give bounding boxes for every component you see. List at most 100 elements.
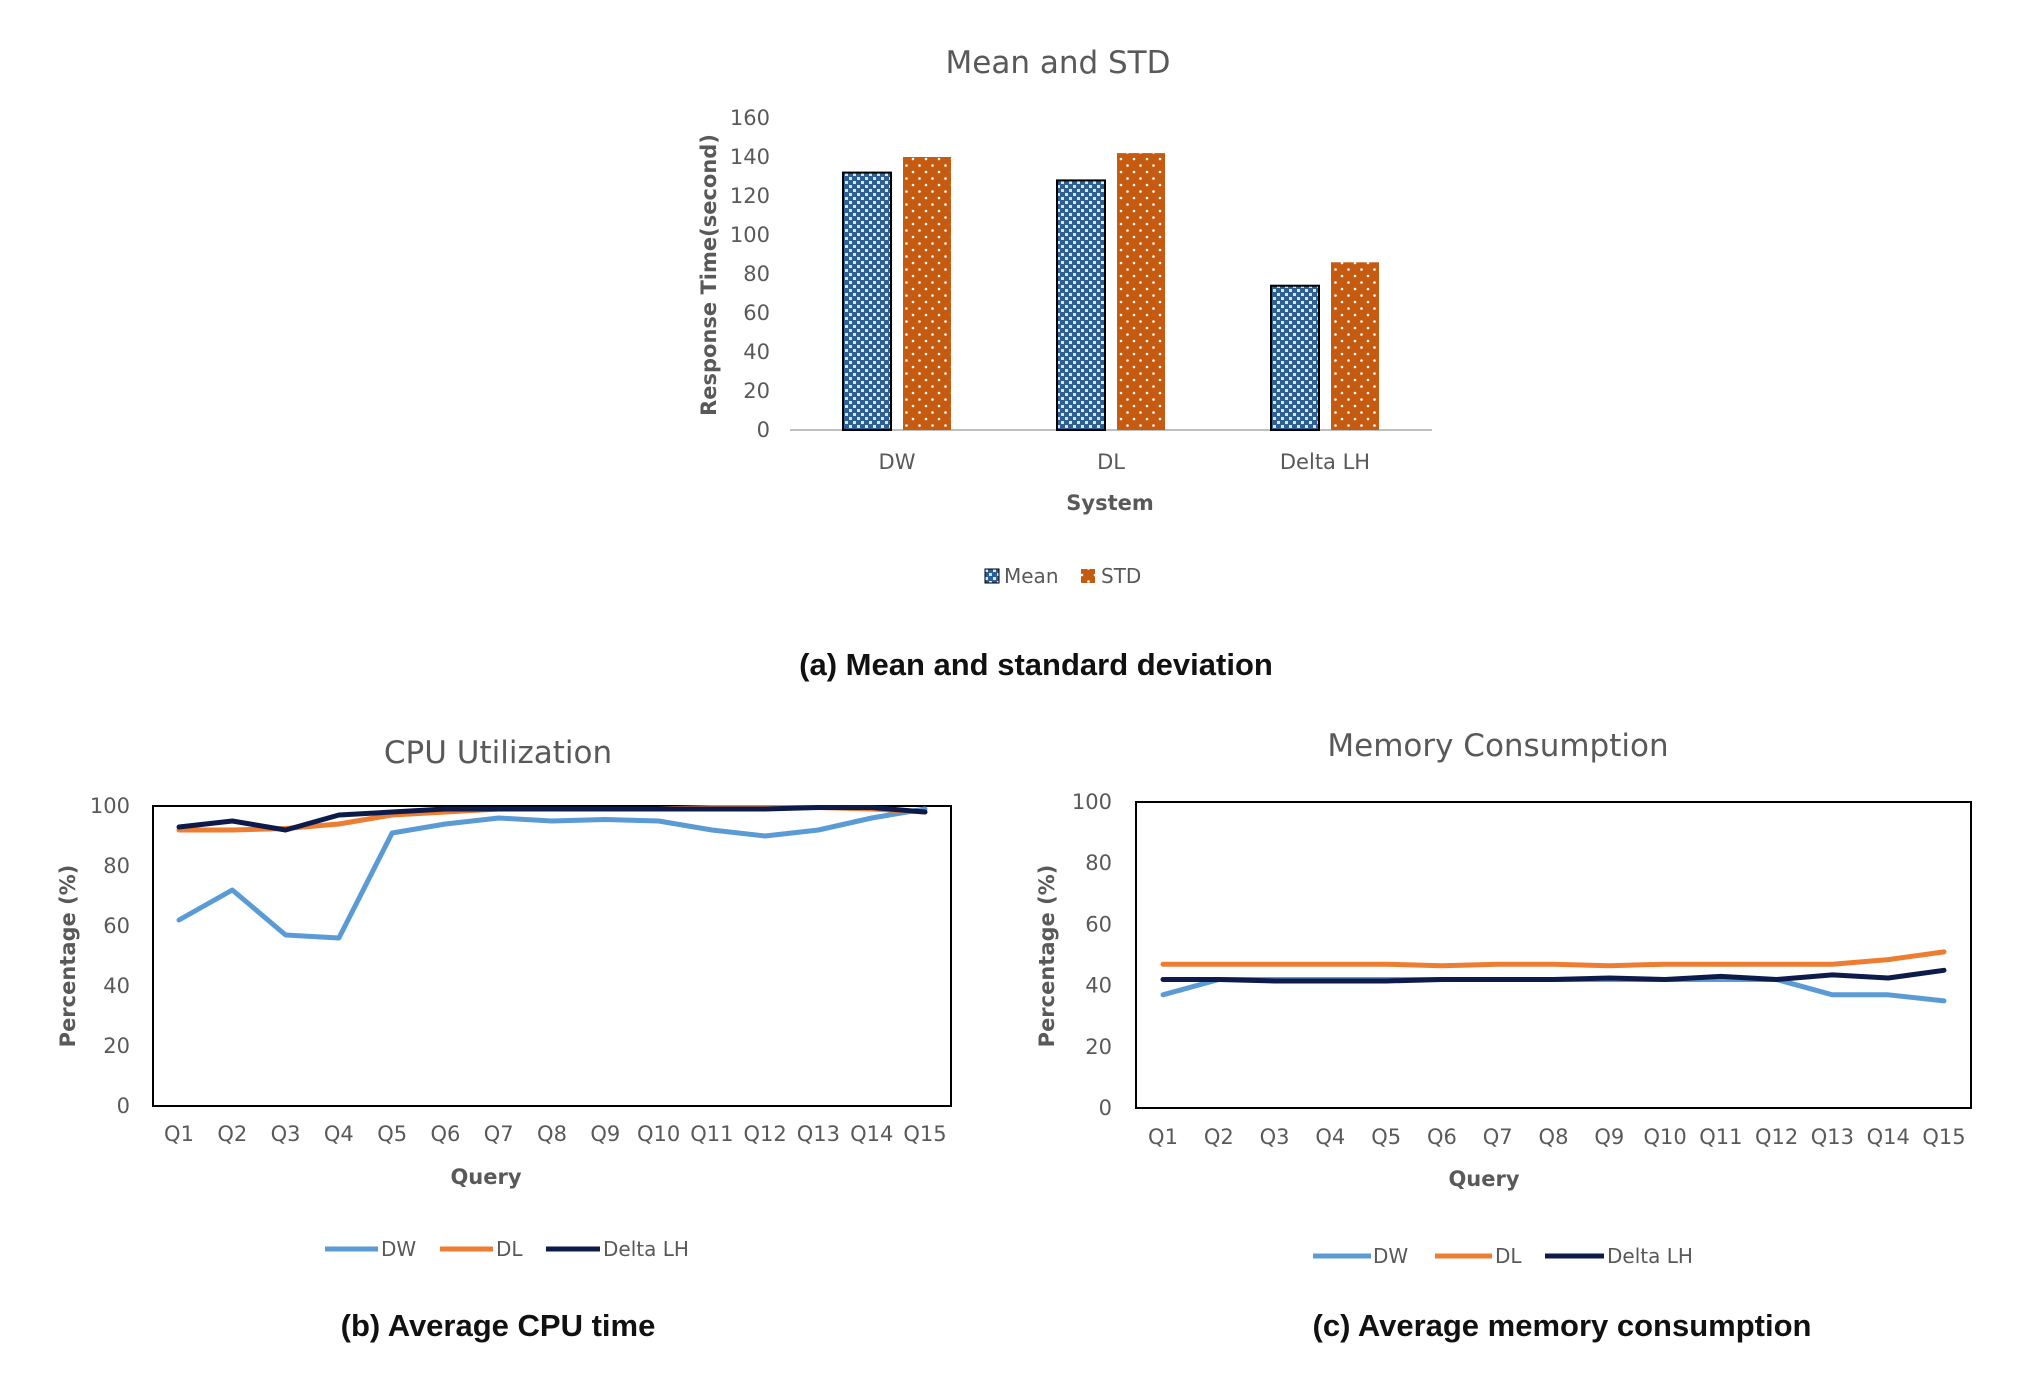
chart-c-ylabel: Percentage (%) [1035, 865, 1059, 1048]
chart-b-xtick-14: Q15 [903, 1122, 946, 1146]
chart-c-xtick-1: Q2 [1204, 1125, 1234, 1149]
chart-c-line-dl [1160, 949, 1947, 969]
chart-a-xtick-1: DL [1097, 450, 1125, 474]
chart-b-ytick-5: 100 [90, 794, 130, 818]
chart-a-x-ticks: DW DL Delta LH [879, 450, 1371, 474]
legend-label-dl: DL [1495, 1244, 1522, 1268]
chart-c-ytick-4: 80 [1085, 851, 1112, 875]
legend-label-mean: Mean [1004, 564, 1059, 588]
chart-a-ytick-2: 40 [743, 340, 770, 364]
legend-label-std: STD [1101, 564, 1141, 588]
chart-c-ytick-2: 40 [1085, 974, 1112, 998]
chart-b-xtick-7: Q8 [537, 1122, 567, 1146]
chart-b-xtick-1: Q2 [217, 1122, 247, 1146]
chart-a-ytick-5: 100 [730, 223, 770, 247]
chart-b-line-delta-lh [176, 805, 928, 833]
chart-b-xtick-12: Q13 [797, 1122, 840, 1146]
chart-c-xtick-10: Q11 [1699, 1125, 1742, 1149]
chart-c-title: Memory Consumption [1327, 728, 1668, 764]
chart-c-xtick-8: Q9 [1594, 1125, 1624, 1149]
chart-a-legend: Mean STD [984, 564, 1141, 588]
chart-b-xtick-11: Q12 [744, 1122, 787, 1146]
caption-b: (b) Average CPU time [341, 1308, 656, 1343]
chart-a-ytick-3: 60 [743, 301, 770, 325]
legend-label-delta: Delta LH [1607, 1244, 1693, 1268]
chart-b-xtick-8: Q9 [590, 1122, 620, 1146]
chart-a-ytick-4: 80 [743, 262, 770, 286]
chart-b-legend: DW DL Delta LH [325, 1237, 689, 1261]
chart-c-xtick-5: Q6 [1427, 1125, 1457, 1149]
chart-a-ylabel: Response Time(second) [697, 134, 721, 416]
chart-a-title: Mean and STD [946, 45, 1171, 81]
bar-std-2 [1331, 262, 1379, 430]
chart-b-line-dw [176, 806, 928, 941]
chart-c-lines [1160, 949, 1947, 1004]
chart-a-ytick-0: 0 [757, 418, 770, 442]
chart-c-ytick-0: 0 [1099, 1096, 1112, 1120]
legend-swatch-std [1081, 569, 1095, 583]
legend-label-dl: DL [496, 1237, 523, 1261]
chart-b-xtick-3: Q4 [324, 1122, 354, 1146]
chart-a-xtick-0: DW [879, 450, 916, 474]
chart-c-xlabel: Query [1448, 1167, 1519, 1191]
chart-a-bars [842, 153, 1379, 432]
chart-b-xtick-5: Q6 [430, 1122, 460, 1146]
chart-c-xtick-12: Q13 [1811, 1125, 1854, 1149]
bar-std-1 [1117, 153, 1165, 430]
chart-c-x-ticks: Q1 Q2 Q3 Q4 Q5 Q6 Q7 Q8 Q9 Q10 Q11 Q12 Q13 Q14 Q15 [1148, 1125, 1966, 1149]
chart-b-xlabel: Query [450, 1165, 521, 1189]
chart-b-ytick-2: 40 [103, 974, 130, 998]
chart-c-xtick-6: Q7 [1483, 1125, 1513, 1149]
chart-b-ytick-3: 60 [103, 914, 130, 938]
legend-label-dw: DW [381, 1237, 416, 1261]
chart-a-xlabel: System [1066, 491, 1153, 515]
chart-c-legend: DW DL Delta LH [1313, 1244, 1693, 1268]
chart-a-xtick-2: Delta LH [1280, 450, 1370, 474]
chart-c-ytick-1: 20 [1085, 1035, 1112, 1059]
chart-c-ytick-3: 60 [1085, 912, 1112, 936]
chart-b-xtick-10: Q11 [690, 1122, 733, 1146]
chart-c-plot-frame [1135, 801, 1972, 1109]
legend-swatch-mean [984, 568, 1000, 584]
legend-label-dw: DW [1373, 1244, 1408, 1268]
chart-b-ytick-0: 0 [117, 1094, 130, 1118]
chart-b-ytick-1: 20 [103, 1034, 130, 1058]
chart-c-xtick-14: Q15 [1922, 1125, 1965, 1149]
chart-b-ylabel: Percentage (%) [56, 865, 80, 1048]
chart-c-line-delta-lh [1160, 967, 1947, 984]
chart-c-xtick-2: Q3 [1260, 1125, 1290, 1149]
chart-c-xtick-13: Q14 [1867, 1125, 1910, 1149]
chart-c-xtick-11: Q12 [1755, 1125, 1798, 1149]
bar-mean-2 [1270, 284, 1320, 432]
chart-b-xtick-4: Q5 [377, 1122, 407, 1146]
chart-c-y-ticks: 0 20 40 60 80 100 [1072, 790, 1112, 1120]
chart-b-x-ticks: Q1 Q2 Q3 Q4 Q5 Q6 Q7 Q8 Q9 Q10 Q11 Q12 Q13 Q14 Q15 [164, 1122, 947, 1146]
chart-b-title: CPU Utilization [384, 735, 612, 771]
chart-b-xtick-13: Q14 [850, 1122, 893, 1146]
chart-c-xtick-7: Q8 [1539, 1125, 1569, 1149]
chart-b-lines [176, 805, 928, 941]
chart-a-y-ticks: 0 20 40 60 80 100 120 140 160 [730, 106, 770, 442]
chart-b-xtick-6: Q7 [484, 1122, 514, 1146]
chart-b-ytick-4: 80 [103, 854, 130, 878]
chart-a-ytick-8: 160 [730, 106, 770, 130]
chart-a-ytick-7: 140 [730, 145, 770, 169]
chart-b-plot-frame [152, 805, 952, 1107]
chart-b-xtick-0: Q1 [164, 1122, 194, 1146]
memory-chart: Memory Consumption 0 20 40 60 80 100 Q1 Q2 Q3 Q4… [1035, 728, 1972, 1268]
bar-std-0 [903, 157, 951, 430]
chart-c-xtick-0: Q1 [1148, 1125, 1178, 1149]
chart-b-xtick-9: Q10 [637, 1122, 680, 1146]
bar-mean-0 [842, 171, 892, 431]
chart-c-xtick-4: Q5 [1371, 1125, 1401, 1149]
caption-a: (a) Mean and standard deviation [799, 647, 1273, 682]
chart-a-ytick-6: 120 [730, 184, 770, 208]
chart-c-ytick-5: 100 [1072, 790, 1112, 814]
chart-c-xtick-9: Q10 [1643, 1125, 1686, 1149]
chart-b-xtick-2: Q3 [271, 1122, 301, 1146]
caption-c: (c) Average memory consumption [1313, 1308, 1812, 1343]
bar-mean-1 [1056, 179, 1106, 431]
